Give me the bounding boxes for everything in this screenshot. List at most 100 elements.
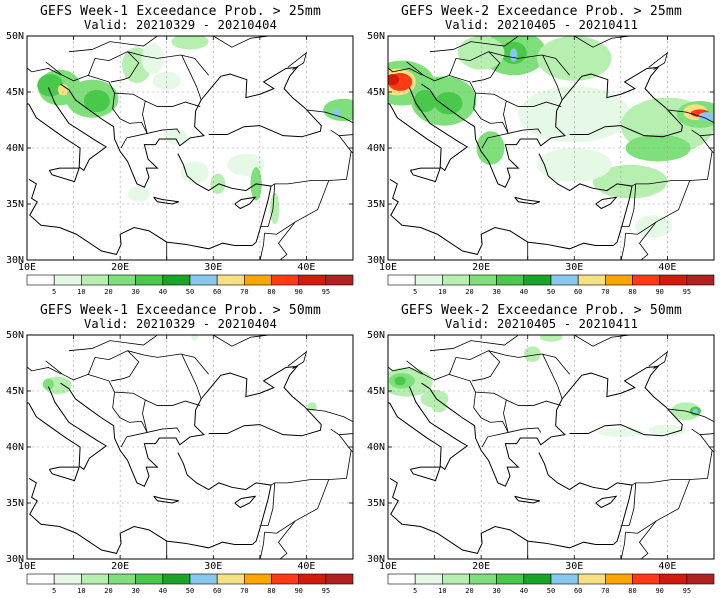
coastline — [153, 495, 179, 504]
longitude-label: 40E — [297, 561, 315, 572]
probability-region — [141, 42, 164, 75]
country-border — [145, 100, 201, 107]
latitude-label: 35N — [6, 498, 24, 509]
colorbar-label: 70 — [601, 288, 609, 296]
longitude-label: 30E — [565, 262, 583, 273]
country-border — [68, 36, 158, 53]
panel-title: GEFS Week-2 Exceedance Prob. > 25mm — [401, 4, 682, 19]
colorbar-label: 10 — [438, 587, 446, 595]
country-border — [110, 350, 140, 382]
colorbar-swatch — [162, 274, 191, 286]
country-border — [388, 67, 423, 76]
colorbar-label: 95 — [683, 288, 691, 296]
country-border — [287, 51, 308, 70]
colorbar-swatch — [244, 573, 272, 585]
colorbar-label: 50 — [186, 587, 194, 595]
colorbar-swatch — [469, 274, 497, 286]
probability-region — [210, 173, 226, 194]
longitude-label: 30E — [204, 262, 222, 273]
colorbar-label: 20 — [465, 288, 473, 296]
probability-region — [431, 401, 447, 413]
probability-region — [698, 112, 714, 122]
country-border — [448, 373, 509, 448]
colorbar-swatch — [244, 274, 272, 286]
probability-region — [180, 161, 209, 184]
colorbar-label: 50 — [547, 587, 555, 595]
country-border — [270, 135, 352, 187]
colorbar-swatch — [496, 573, 525, 585]
map-frame — [26, 35, 354, 261]
latitude-label: 40N — [6, 143, 24, 154]
country-border — [475, 391, 509, 433]
country-border — [471, 51, 501, 83]
longitude-label: 30E — [565, 561, 583, 572]
colorbar: 5 10 20 30 40 50 60 70 80 90 95 — [26, 274, 354, 296]
colorbar-label: 30 — [492, 587, 500, 595]
longitude-label: 20E — [111, 561, 129, 572]
colorbar-swatch — [81, 573, 109, 585]
country-border — [429, 335, 519, 352]
probability-region — [692, 408, 699, 414]
latitude-label: 35N — [367, 498, 385, 509]
coastline — [234, 196, 257, 210]
latitude-label: 50N — [367, 31, 385, 42]
colorbar-label: 50 — [186, 288, 194, 296]
map-frame — [387, 334, 715, 560]
colorbar-swatch — [632, 573, 660, 585]
country-border — [475, 92, 509, 134]
colorbar-swatch — [271, 573, 299, 585]
country-border — [388, 366, 423, 375]
coastline — [514, 495, 540, 504]
country-border — [110, 51, 140, 83]
latitude-label: 50N — [6, 330, 24, 341]
latitude-label: 35N — [6, 199, 24, 210]
coastline — [388, 87, 469, 172]
longitude-label: 10E — [18, 262, 36, 273]
latitude-label: 35N — [367, 199, 385, 210]
colorbar-label: 50 — [547, 288, 555, 296]
probability-region — [476, 131, 505, 165]
country-border — [181, 54, 202, 100]
latitude-label: 50N — [6, 31, 24, 42]
country-border — [648, 51, 669, 70]
colorbar-swatch — [387, 274, 416, 286]
country-border — [260, 482, 276, 526]
colorbar-swatch — [189, 274, 218, 286]
colorbar-swatch — [414, 573, 443, 585]
colorbar-swatch — [442, 274, 470, 286]
colorbar-swatch — [387, 573, 416, 585]
coastline — [421, 66, 683, 188]
country-border — [260, 183, 276, 227]
country-border — [147, 427, 181, 433]
latitude-label: 45N — [367, 87, 385, 98]
colorbar-swatch — [135, 274, 164, 286]
coastline — [595, 196, 618, 210]
coastline — [48, 466, 80, 482]
panel-title: GEFS Week-2 Exceedance Prob. > 50mm — [401, 303, 682, 318]
probability-region — [523, 346, 541, 362]
colorbar-label: 80 — [628, 288, 636, 296]
colorbar-label: 40 — [520, 288, 528, 296]
country-border — [259, 520, 296, 559]
coastline — [538, 452, 633, 545]
panel-valid-dates: Valid: 20210329 - 20210404 — [83, 317, 278, 331]
colorbar-swatch — [26, 274, 55, 286]
country-border — [542, 54, 563, 100]
colorbar-label: 20 — [465, 587, 473, 595]
probability-region — [597, 427, 645, 437]
coastline — [153, 196, 179, 205]
colorbar-swatch — [686, 573, 715, 585]
probability-region — [57, 84, 69, 96]
country-border — [648, 350, 669, 369]
country-border — [45, 51, 209, 82]
country-border — [631, 434, 713, 486]
coastline — [177, 153, 272, 246]
map-panel-week1-50mm: GEFS Week-1 Exceedance Prob. > 50mm Vali… — [0, 299, 361, 598]
probability-region — [171, 36, 209, 50]
colorbar-label: 70 — [240, 587, 248, 595]
probability-region — [127, 186, 150, 202]
probability-region — [388, 74, 400, 86]
colorbar-label: 80 — [267, 587, 275, 595]
colorbar-swatch — [605, 573, 633, 585]
